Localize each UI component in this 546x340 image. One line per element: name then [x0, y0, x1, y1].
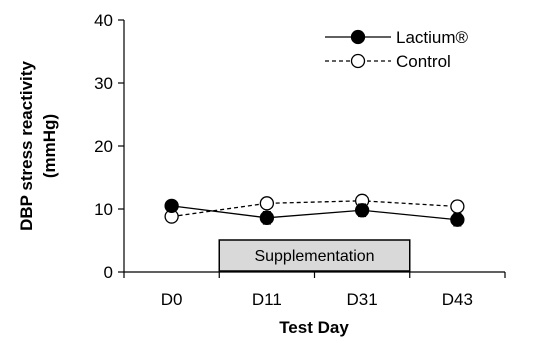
series-layer [164, 193, 465, 227]
legend-label: Control [396, 52, 451, 71]
x-tick-label: D0 [161, 290, 183, 309]
data-point [450, 199, 465, 214]
y-ticks: 0 10 20 30 40 [94, 11, 124, 282]
data-point [164, 198, 179, 214]
data-point [450, 212, 465, 227]
y-axis-title-line1: DBP stress reactivity [17, 61, 36, 231]
x-ticks: D0 D11 D31 D43 [123, 272, 506, 309]
legend-marker [350, 29, 366, 45]
x-tick-label: D43 [442, 290, 473, 309]
y-tick-label: 10 [94, 200, 113, 219]
y-tick-label: 40 [94, 11, 113, 30]
axes: 0 10 20 30 40 D0 D11 D31 D43 [94, 11, 506, 309]
legend: Lactium® Control [325, 28, 469, 71]
x-tick-label: D31 [347, 290, 378, 309]
y-tick-label: 30 [94, 74, 113, 93]
series-lactium [164, 198, 465, 227]
legend-label: Lactium® [396, 28, 469, 47]
y-tick-label: 0 [104, 263, 113, 282]
x-tick-label: D11 [252, 290, 282, 309]
data-point [259, 196, 275, 211]
legend-marker [350, 53, 366, 69]
supplementation-label: Supplementation [254, 248, 374, 265]
series-line [171, 205, 458, 221]
series-control [164, 193, 465, 224]
data-point [354, 203, 370, 218]
supplementation-box [218, 239, 411, 272]
supplementation-annotation: Supplementation [218, 239, 411, 272]
data-point [259, 210, 275, 225]
y-tick-label: 20 [94, 137, 113, 156]
x-axis-title: Test Day [279, 318, 349, 337]
y-axis-title-line2: (mmHg) [40, 114, 59, 178]
y-axis-title: DBP stress reactivity (mmHg) [17, 61, 59, 231]
series-line [171, 200, 458, 218]
